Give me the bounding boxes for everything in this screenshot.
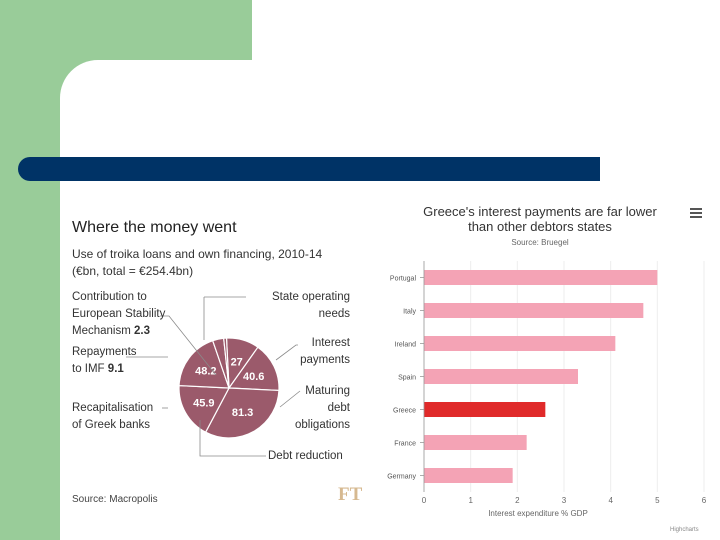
category-label: Italy bbox=[403, 309, 416, 316]
x-axis-label: Interest expenditure % GDP bbox=[488, 509, 588, 518]
pie-data-label-s27: 27 bbox=[231, 357, 243, 369]
bar-chart-panel: Greece's interest payments are far lower… bbox=[370, 198, 720, 540]
slice-interest-payments bbox=[227, 346, 280, 392]
bar-portugal bbox=[424, 270, 658, 285]
x-tick-label: 1 bbox=[468, 496, 473, 505]
bar-chart: 0 1 2 3 4 5 6 Portugal Italy Ireland Spain Greece Fr… bbox=[387, 261, 707, 518]
bar-chart-title: Greece's interest payments are far lower… bbox=[423, 204, 657, 234]
category-label: Greece bbox=[393, 408, 416, 415]
leader-maturing bbox=[279, 390, 301, 408]
x-tick-label: 2 bbox=[515, 496, 520, 505]
bar-ireland bbox=[424, 336, 616, 351]
highcharts-credits[interactable]: Highcharts bbox=[670, 527, 699, 533]
pie-chart-title: Where the money went bbox=[72, 219, 237, 236]
slice-recapitalisation bbox=[178, 384, 230, 434]
label-contribution-esm: Contribution to European Stability Mecha… bbox=[72, 291, 166, 337]
category-label: Germany bbox=[387, 474, 416, 481]
bar-chart-subtitle: Source: Bruegel bbox=[511, 238, 569, 247]
pie-source: Source: Macropolis bbox=[72, 494, 158, 505]
category-label: Spain bbox=[398, 375, 416, 382]
pie-subtitle-line2: (€bn, total = €254.4bn) bbox=[72, 264, 194, 278]
leader-contribution bbox=[160, 315, 217, 376]
bar-spain bbox=[424, 369, 578, 384]
x-tick-label: 6 bbox=[702, 496, 707, 505]
bar-greece bbox=[424, 402, 546, 417]
x-tick-label: 3 bbox=[562, 496, 567, 505]
label-debt-reduction: Debt reduction bbox=[268, 450, 343, 462]
pie-data-label-s81: 81.3 bbox=[232, 407, 253, 419]
x-tick-label: 0 bbox=[422, 496, 427, 505]
category-label: France bbox=[394, 441, 416, 448]
bar-france bbox=[424, 435, 527, 450]
ft-watermark: FT bbox=[338, 484, 363, 505]
hamburger-menu-icon[interactable] bbox=[690, 208, 702, 220]
category-label: Ireland bbox=[395, 342, 417, 349]
slice-maturing-debt bbox=[204, 387, 280, 439]
x-tick-label: 5 bbox=[655, 496, 660, 505]
category-label: Portugal bbox=[390, 276, 417, 283]
label-recapitalisation: Recapitalisation of Greek banks bbox=[72, 402, 154, 431]
pie-chart-subtitle: Use of troika loans and own financing, 2… bbox=[72, 246, 362, 280]
label-repayments-imf: Repayments to IMF 9.1 bbox=[72, 346, 137, 375]
x-tick-label: 4 bbox=[608, 496, 613, 505]
bar-germany bbox=[424, 468, 513, 483]
pie-chart-panel: Where the money went Use of troika loans… bbox=[64, 215, 364, 515]
pie-subtitle-line1: Use of troika loans and own financing, 2… bbox=[72, 247, 323, 261]
label-interest-payments: Interest payments bbox=[300, 337, 350, 366]
leader-interest bbox=[275, 344, 298, 361]
content-panel bbox=[60, 60, 720, 540]
title-bar bbox=[18, 157, 600, 181]
label-maturing-debt: Maturing debt obligations bbox=[295, 385, 350, 431]
pie-data-label-s40: 40.6 bbox=[243, 371, 264, 383]
pie-data-label-s45: 45.9 bbox=[193, 397, 214, 409]
bar-italy bbox=[424, 303, 644, 318]
slice-contribution-esm bbox=[223, 337, 230, 389]
leader-debt-reduction bbox=[199, 420, 266, 457]
label-state-operating: State operating needs bbox=[271, 291, 350, 320]
